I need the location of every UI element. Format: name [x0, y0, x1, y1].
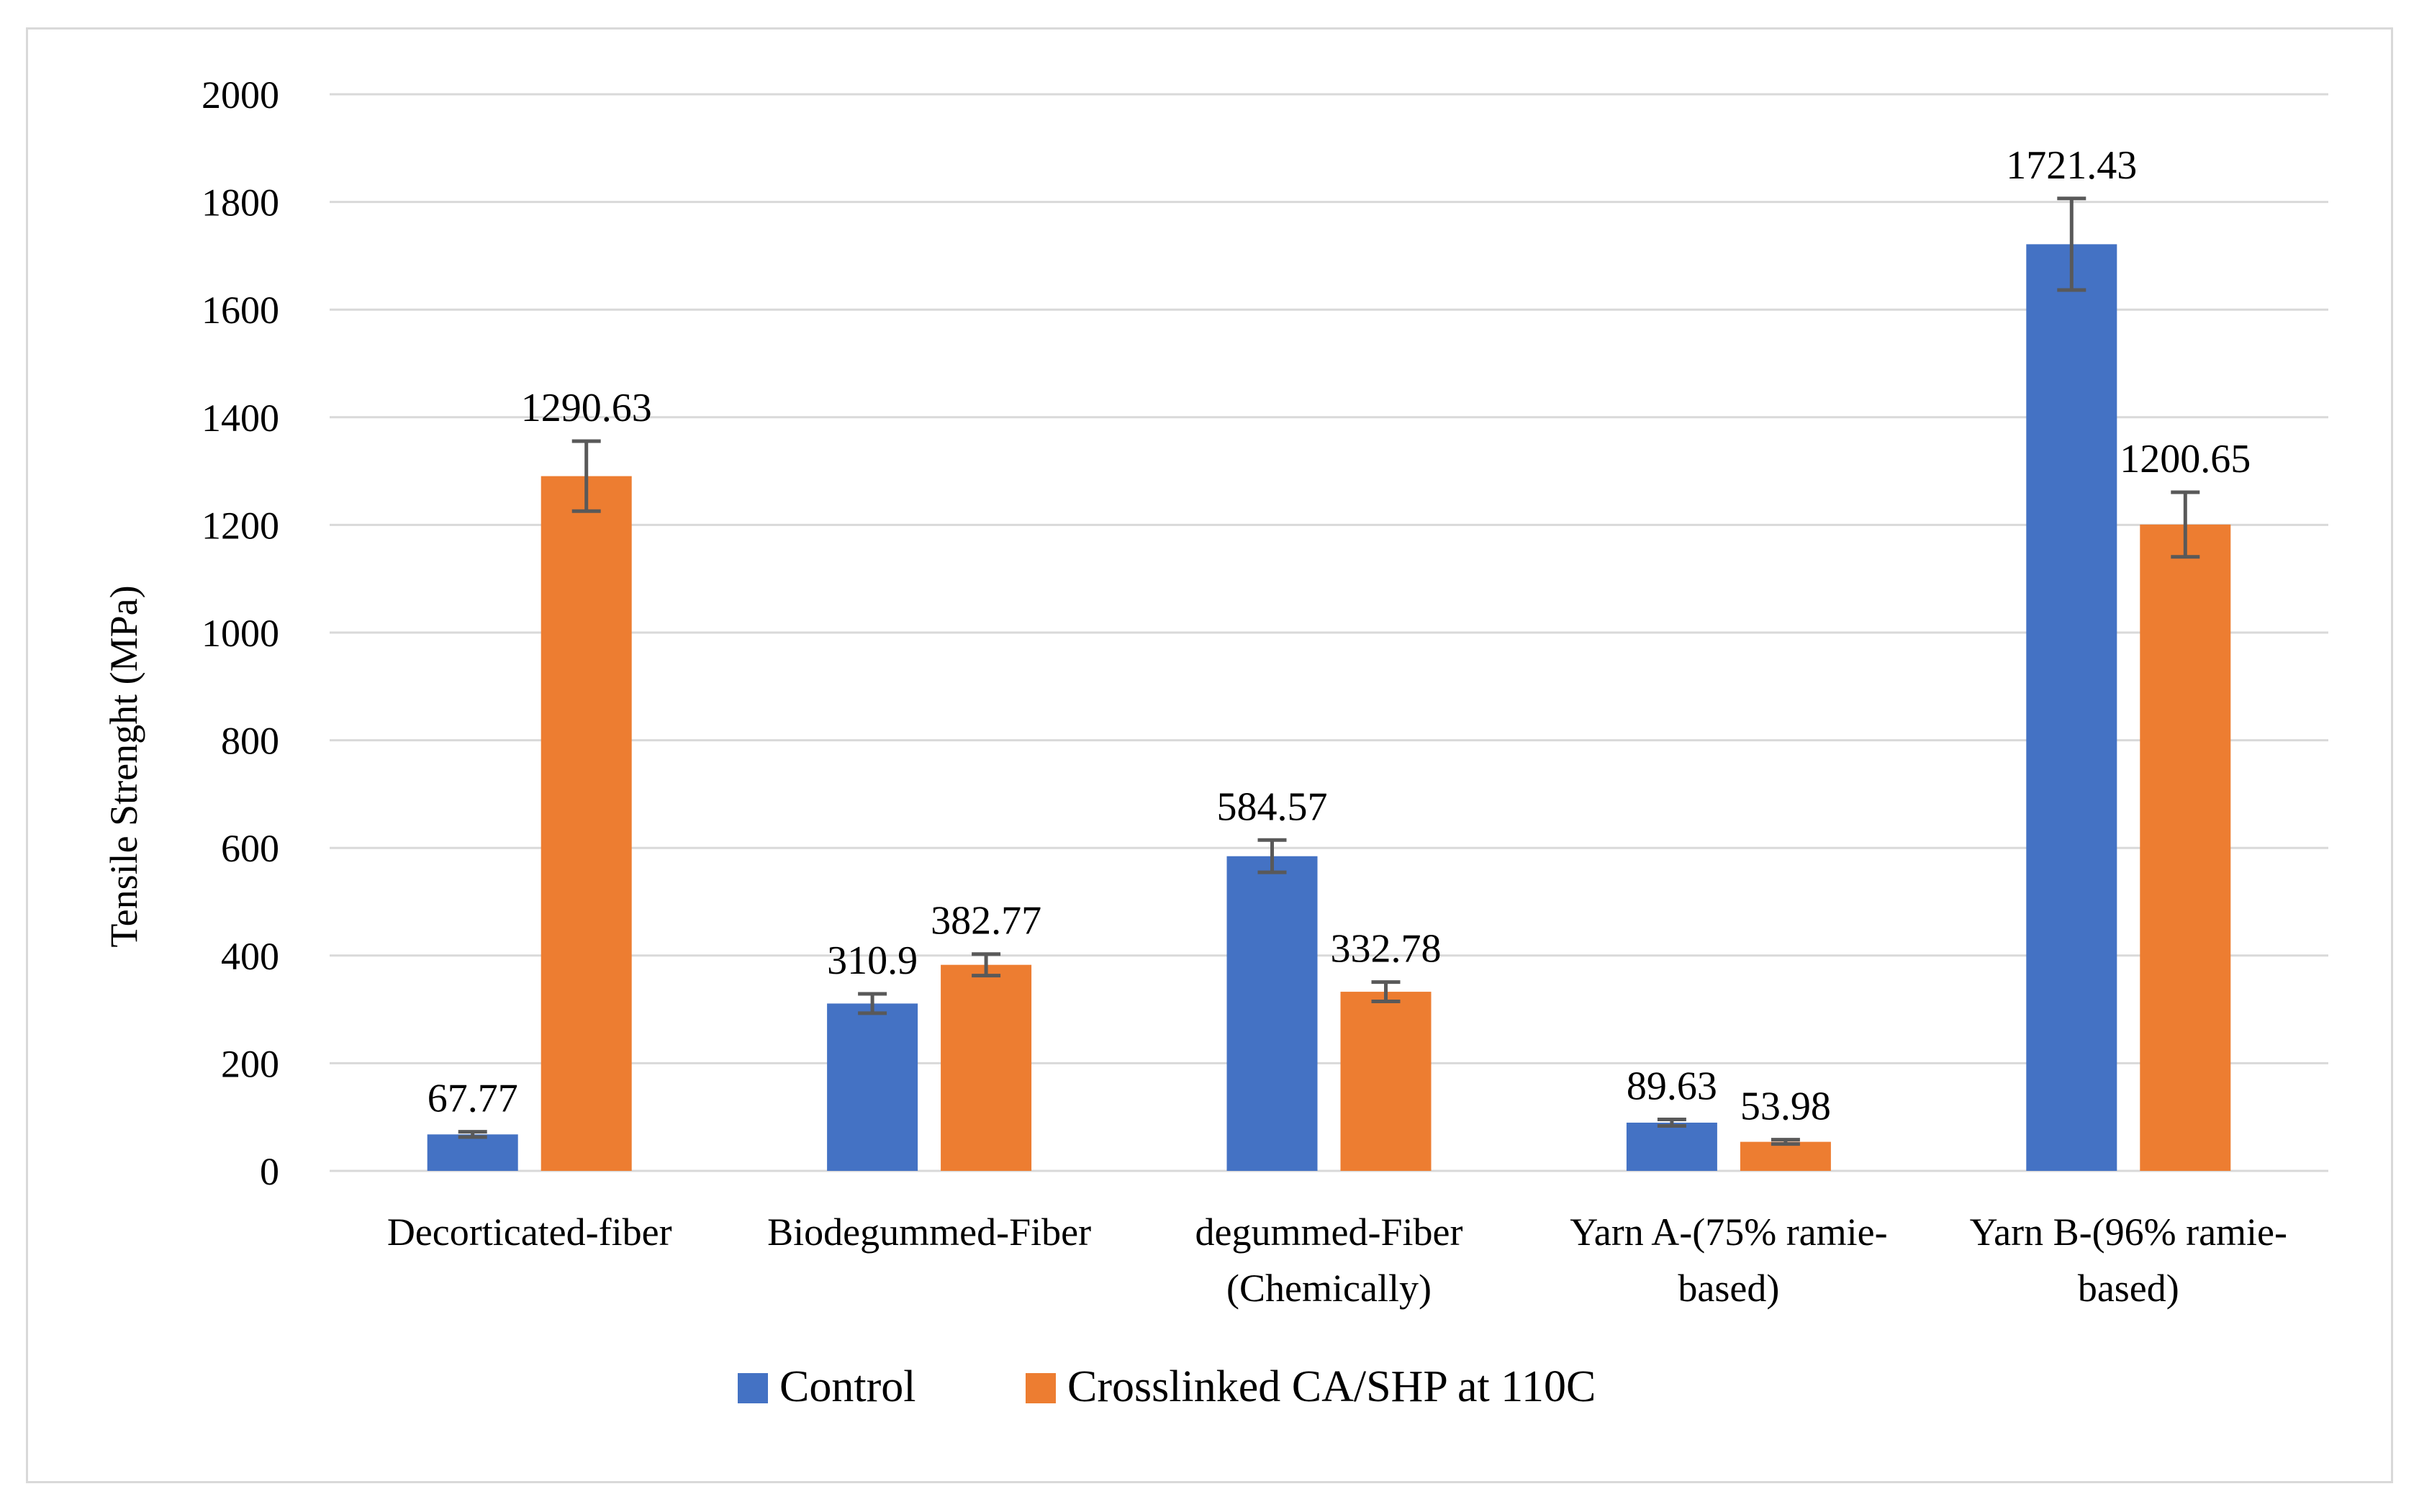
legend-swatch [1026, 1373, 1056, 1403]
error-bars [458, 196, 2200, 1146]
bars [427, 244, 2231, 1171]
error-bar [1771, 1138, 1800, 1146]
x-tick-label: based) [2078, 1267, 2179, 1310]
data-label: 382.77 [931, 899, 1041, 943]
error-bar [2171, 490, 2200, 559]
data-label: 1200.65 [2120, 437, 2251, 481]
data-label: 584.57 [1217, 784, 1328, 829]
y-tick-label: 1400 [202, 397, 279, 440]
error-bar [1257, 838, 1287, 874]
y-tick-label: 400 [221, 935, 279, 978]
data-label: 310.9 [827, 938, 918, 983]
error-bar [972, 952, 1001, 978]
bar-control [827, 1003, 918, 1171]
x-tick-label: (Chemically) [1226, 1267, 1432, 1310]
x-tick-label: Biodegummed-Fiber [767, 1210, 1091, 1254]
data-label: 53.98 [1740, 1085, 1831, 1129]
gridlines [330, 93, 2328, 1172]
y-tick-label: 800 [221, 720, 279, 763]
bar-control [1226, 856, 1318, 1171]
error-bar [458, 1130, 487, 1139]
x-tick-label: Yarn B-(96% ramie- [1970, 1210, 2287, 1254]
data-label: 332.78 [1331, 927, 1442, 972]
x-tick-label: Yarn A-(75% ramie- [1570, 1210, 1887, 1254]
y-tick-label: 600 [221, 827, 279, 870]
data-labels: 67.77 1290.63 310.9 382.77 584.57 332.78 89.63… [428, 143, 2251, 1129]
data-label: 1290.63 [521, 386, 652, 430]
y-axis-ticks: 0 200 400 600 800 1000 1200 1400 1600 1800 2000 [202, 73, 279, 1193]
bar-control [1626, 1122, 1717, 1171]
y-tick-label: 1800 [202, 181, 279, 225]
legend: Control Crosslinked CA/SHP at 110C [738, 1362, 1596, 1411]
error-bar [1657, 1117, 1686, 1128]
bar-control [2026, 244, 2117, 1171]
bar-crosslinked [2140, 524, 2231, 1171]
x-axis-ticks: Decorticated-fiber Biodegummed-Fiber degum… [387, 1210, 2287, 1310]
bar-crosslinked [1740, 1141, 1831, 1171]
bar-crosslinked [941, 964, 1032, 1171]
x-tick-label: based) [1678, 1267, 1779, 1310]
y-tick-label: 2000 [202, 73, 279, 117]
data-label: 67.77 [428, 1077, 518, 1121]
error-bar [858, 992, 887, 1015]
y-tick-label: 200 [221, 1042, 279, 1085]
data-label: 89.63 [1627, 1064, 1717, 1108]
error-bar [2057, 196, 2086, 292]
x-tick-label: Decorticated-fiber [387, 1210, 672, 1254]
y-tick-label: 0 [260, 1150, 279, 1193]
y-axis-label: Tensile Strenght (MPa) [102, 585, 145, 947]
y-tick-label: 1000 [202, 612, 279, 655]
bar-crosslinked [541, 476, 632, 1171]
legend-swatch [738, 1373, 768, 1403]
error-bar [1371, 980, 1401, 1004]
bar-control [427, 1134, 518, 1171]
error-bar [571, 439, 601, 513]
bar-crosslinked [1340, 992, 1432, 1171]
y-tick-label: 1200 [202, 504, 279, 547]
x-tick-label: degummed-Fiber [1195, 1210, 1463, 1254]
legend-label: Crosslinked CA/SHP at 110C [1067, 1362, 1596, 1411]
y-tick-label: 1600 [202, 289, 279, 332]
legend-label: Control [779, 1362, 915, 1411]
data-label: 1721.43 [2006, 143, 2137, 188]
chart-frame [26, 27, 2393, 1483]
